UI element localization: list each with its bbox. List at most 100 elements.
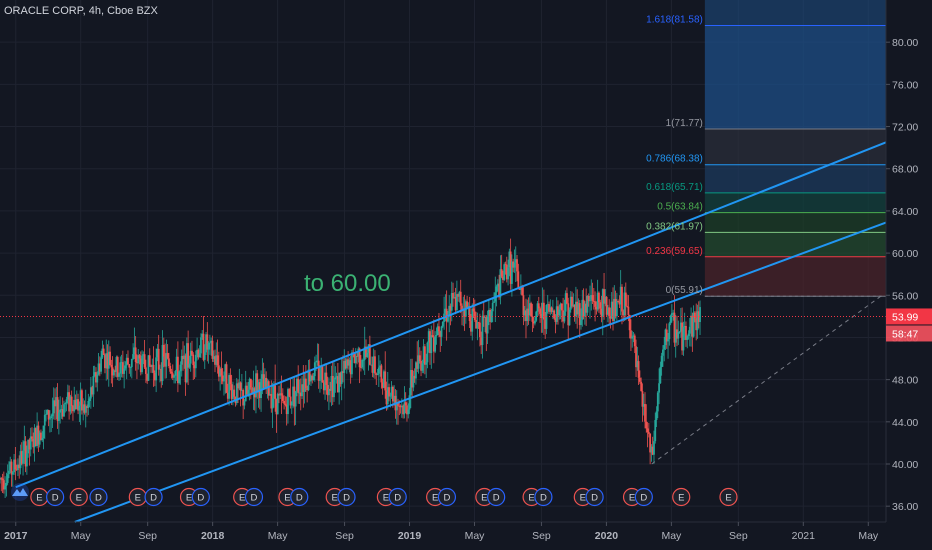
candle-body bbox=[655, 411, 658, 421]
candle-body bbox=[459, 291, 462, 306]
candle-body bbox=[353, 353, 356, 364]
fib-level-label: 0(55.91) bbox=[666, 285, 703, 296]
dividend-marker[interactable]: D bbox=[89, 487, 108, 507]
candle-body bbox=[82, 404, 85, 411]
candle-body bbox=[36, 425, 39, 447]
candle-body bbox=[580, 319, 582, 325]
candle-body bbox=[407, 409, 410, 415]
event-circle[interactable] bbox=[244, 487, 264, 507]
dividend-marker[interactable]: D bbox=[634, 487, 653, 507]
candle-body bbox=[674, 329, 677, 343]
dividend-marker[interactable]: D bbox=[487, 487, 506, 507]
candle-body bbox=[293, 386, 296, 407]
candle-body bbox=[422, 346, 425, 364]
dividend-marker[interactable]: D bbox=[144, 487, 163, 507]
event-circle[interactable] bbox=[437, 487, 457, 507]
dividend-marker[interactable]: D bbox=[388, 487, 407, 507]
earnings-marker[interactable]: E bbox=[672, 487, 691, 507]
event-circle[interactable] bbox=[388, 487, 407, 507]
dividend-marker[interactable]: D bbox=[46, 487, 65, 507]
candle-body bbox=[495, 286, 498, 293]
candle-body bbox=[164, 356, 166, 367]
candle-body bbox=[308, 369, 311, 382]
dividend-marker[interactable]: D bbox=[437, 487, 457, 507]
dividend-marker[interactable]: D bbox=[244, 487, 264, 507]
event-circle[interactable] bbox=[69, 487, 88, 507]
event-circle[interactable] bbox=[634, 487, 653, 507]
candle-body bbox=[473, 311, 476, 321]
price-axis-panel[interactable] bbox=[886, 0, 932, 550]
earnings-marker[interactable]: E bbox=[128, 487, 147, 507]
event-circle[interactable] bbox=[585, 487, 604, 507]
earnings-marker[interactable]: E bbox=[719, 487, 738, 507]
candle-body bbox=[139, 358, 142, 373]
candle-body bbox=[320, 366, 323, 380]
event-circle[interactable] bbox=[719, 487, 738, 507]
candle-body bbox=[333, 379, 335, 398]
candle-body bbox=[326, 385, 329, 396]
candle-body bbox=[438, 326, 440, 332]
candle-body bbox=[189, 350, 192, 364]
candle-body bbox=[430, 335, 433, 354]
candle-body bbox=[379, 365, 381, 368]
event-circle[interactable] bbox=[487, 487, 506, 507]
dividend-marker[interactable]: D bbox=[585, 487, 604, 507]
event-letter: E bbox=[383, 493, 389, 504]
candle-body bbox=[399, 405, 402, 408]
candle-body bbox=[348, 360, 351, 366]
event-circle[interactable] bbox=[337, 487, 356, 507]
candle-body bbox=[187, 343, 190, 368]
dividend-marker[interactable]: D bbox=[290, 487, 309, 507]
candle-body bbox=[46, 410, 49, 415]
candle-body bbox=[334, 377, 337, 380]
candle-body bbox=[109, 351, 111, 365]
candle-body bbox=[385, 390, 388, 405]
candle-body bbox=[59, 409, 62, 413]
dividend-marker[interactable]: D bbox=[337, 487, 356, 507]
event-circle[interactable] bbox=[191, 487, 210, 507]
earnings-marker[interactable]: E bbox=[30, 487, 49, 507]
candle-body bbox=[345, 359, 348, 369]
event-circle[interactable] bbox=[290, 487, 309, 507]
candle-body bbox=[343, 360, 346, 373]
fib-level-label: 0.5(63.84) bbox=[657, 202, 703, 213]
candle-body bbox=[615, 301, 618, 317]
candle-body bbox=[123, 368, 126, 374]
candle-body bbox=[527, 308, 530, 316]
candle-body bbox=[96, 374, 99, 383]
candle-body bbox=[52, 400, 55, 414]
candle-body bbox=[328, 388, 330, 396]
candle-body bbox=[133, 347, 136, 355]
event-circle[interactable] bbox=[46, 487, 65, 507]
event-circle[interactable] bbox=[89, 487, 108, 507]
channel-upper-line[interactable] bbox=[15, 141, 887, 489]
fib-zone bbox=[704, 256, 886, 297]
candle-body bbox=[239, 382, 242, 391]
candle-body bbox=[583, 303, 586, 317]
fib-zone bbox=[704, 212, 886, 233]
candle-body bbox=[237, 383, 239, 389]
dividend-marker[interactable]: D bbox=[191, 487, 210, 507]
candle-body bbox=[496, 283, 499, 287]
candle-body bbox=[645, 421, 648, 429]
candle-body bbox=[225, 364, 228, 393]
candle-body bbox=[221, 375, 224, 382]
dividend-marker[interactable]: D bbox=[534, 487, 553, 507]
candle-body bbox=[544, 319, 547, 329]
price-tick-label: 64.00 bbox=[892, 206, 918, 218]
channel-lower-line[interactable] bbox=[74, 209, 918, 523]
candle-body bbox=[175, 356, 178, 372]
candle-body bbox=[627, 306, 630, 315]
candle-body bbox=[566, 293, 568, 304]
candle-body bbox=[397, 402, 399, 406]
event-circle[interactable] bbox=[672, 487, 691, 507]
event-circle[interactable] bbox=[534, 487, 553, 507]
candle-body bbox=[628, 314, 631, 331]
candle-body bbox=[73, 399, 76, 412]
event-circle[interactable] bbox=[144, 487, 163, 507]
candle-body bbox=[519, 287, 522, 290]
earnings-marker[interactable]: E bbox=[69, 487, 88, 507]
candle-body bbox=[632, 335, 635, 337]
